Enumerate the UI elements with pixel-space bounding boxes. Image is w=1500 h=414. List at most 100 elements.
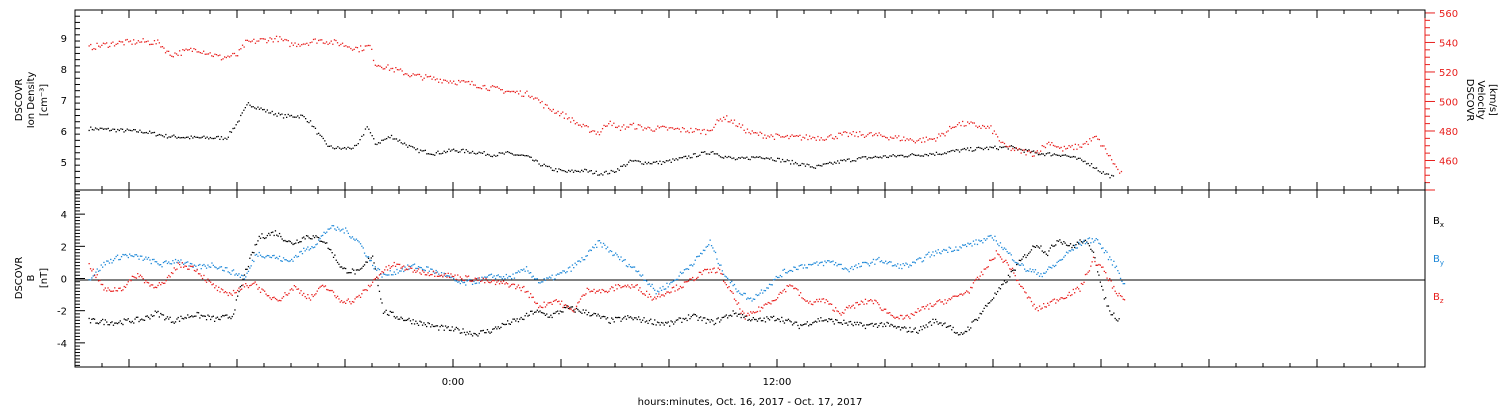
bz-point	[397, 263, 399, 265]
bx-point	[847, 324, 849, 326]
bx-point	[883, 323, 885, 325]
density-point	[813, 167, 815, 169]
bz-point	[984, 268, 987, 270]
by-point	[208, 266, 210, 268]
bz-point	[509, 285, 511, 287]
bz-point	[365, 289, 367, 291]
velocity-point	[998, 140, 1000, 142]
bz-point	[480, 280, 482, 282]
by-point	[197, 264, 200, 266]
bz-point	[424, 274, 426, 276]
by-point	[1122, 283, 1124, 285]
velocity-point	[145, 41, 147, 43]
bz-point	[901, 314, 903, 317]
bx-point	[782, 320, 784, 322]
by-point	[251, 259, 254, 261]
bz-point	[200, 275, 202, 277]
bx-point	[339, 266, 341, 268]
density-point	[1060, 155, 1062, 157]
bz-point	[771, 300, 773, 302]
velocity-point	[367, 44, 370, 47]
bz-point	[388, 264, 390, 267]
by-point	[845, 268, 848, 270]
bx-point	[700, 316, 702, 318]
by-point	[959, 246, 961, 248]
bx-point	[384, 311, 386, 313]
by-point	[976, 243, 979, 246]
velocity-point	[748, 131, 750, 134]
by-point	[376, 269, 378, 271]
bz-point	[611, 286, 613, 288]
bx-point	[1045, 253, 1047, 255]
velocity-point	[477, 87, 480, 89]
density-point	[778, 157, 780, 160]
density-point	[311, 125, 313, 127]
by-point	[477, 277, 479, 279]
bx-point	[170, 321, 173, 323]
bz-point	[176, 268, 178, 270]
bz-point	[786, 285, 788, 287]
bz-point	[525, 291, 528, 293]
density-point	[845, 160, 847, 162]
velocity-point	[1111, 159, 1113, 161]
bz-point	[894, 317, 896, 319]
by-point	[598, 240, 601, 242]
bz-point	[887, 312, 889, 314]
density-point	[999, 146, 1001, 148]
bx-point	[341, 266, 343, 268]
velocity-point	[644, 127, 646, 129]
by-point	[114, 257, 116, 260]
bz-point	[1095, 264, 1097, 266]
density-point	[818, 164, 820, 166]
bz-point	[258, 286, 260, 289]
by-point	[843, 268, 845, 270]
bz-point	[897, 316, 899, 318]
velocity-point	[458, 79, 460, 82]
velocity-point	[960, 124, 962, 127]
density-point	[112, 128, 114, 130]
density-point	[222, 138, 224, 141]
density-point	[631, 160, 633, 162]
bx-point	[1087, 242, 1089, 245]
density-point	[709, 153, 711, 155]
bz-point	[1009, 268, 1011, 270]
bx-point	[270, 231, 273, 234]
by-point	[724, 275, 726, 277]
bz-point	[810, 303, 813, 305]
by-point	[558, 273, 560, 275]
velocity-point	[906, 138, 908, 140]
velocity-point	[740, 126, 742, 129]
by-point	[486, 276, 489, 278]
velocity-point	[921, 141, 923, 143]
density-point	[123, 131, 125, 133]
velocity-point	[504, 91, 507, 93]
bz-point	[212, 283, 214, 285]
bz-point	[953, 295, 956, 297]
bx-point	[184, 316, 186, 319]
by-point	[926, 253, 929, 255]
by-point	[530, 272, 532, 274]
density-point	[113, 128, 116, 130]
velocity-point	[878, 132, 880, 134]
velocity-point	[196, 51, 198, 53]
bz-point	[1036, 307, 1038, 309]
density-point	[702, 151, 704, 153]
bx-point	[913, 328, 915, 330]
by-point	[421, 268, 424, 270]
density-point	[851, 160, 854, 162]
bz-point	[280, 300, 282, 302]
bx-point	[399, 318, 401, 320]
by-point	[1002, 248, 1004, 251]
by-point	[142, 259, 144, 261]
bz-point	[254, 281, 256, 283]
velocity-point	[799, 134, 801, 136]
by-point	[673, 280, 675, 282]
density-point	[762, 157, 764, 160]
by-point	[880, 260, 883, 262]
by-point	[129, 253, 131, 255]
by-point	[428, 270, 430, 272]
bx-point	[451, 326, 453, 328]
density-point	[662, 161, 664, 163]
bz-point	[426, 274, 428, 276]
by-point	[201, 264, 204, 267]
